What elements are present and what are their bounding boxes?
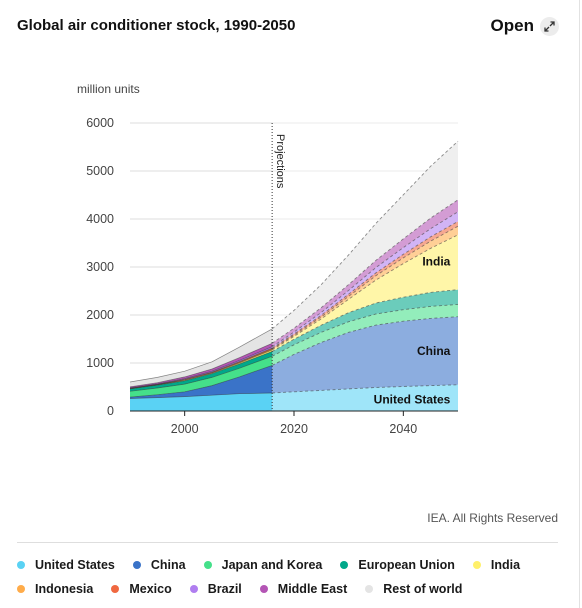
legend-swatch — [17, 585, 25, 593]
expand-icon — [540, 16, 559, 36]
area-layers — [130, 141, 458, 411]
legend-label: Mexico — [129, 582, 172, 596]
chart-title: Global air conditioner stock, 1990-2050 — [17, 17, 296, 34]
y-tick-label: 6000 — [86, 116, 114, 130]
y-axis-label: million units — [77, 82, 140, 96]
series-line-historic — [129, 346, 273, 389]
series-line-projected — [271, 225, 459, 350]
x-tick-label: 2000 — [171, 422, 199, 436]
y-tick-label: 2000 — [86, 308, 114, 322]
x-tick-label: 2040 — [389, 422, 417, 436]
legend-label: Indonesia — [35, 582, 94, 596]
legend-item[interactable]: Japan and Korea — [203, 558, 323, 572]
area-series — [130, 316, 458, 399]
y-tick-label: 0 — [107, 404, 114, 418]
legend-swatch — [340, 561, 349, 569]
y-tick-label: 4000 — [86, 212, 114, 226]
series-line-projected — [271, 303, 459, 357]
series-line-projected — [272, 384, 459, 394]
legend-item[interactable]: Rest of world — [365, 582, 462, 596]
legend: United States China Japan and Korea Europea… — [17, 558, 562, 596]
legend-label: Brazil — [207, 582, 242, 596]
legend-swatch — [472, 561, 481, 569]
y-tick-label: 5000 — [86, 164, 114, 178]
open-button[interactable]: Open — [491, 16, 559, 36]
legend-item[interactable]: Brazil — [189, 582, 242, 596]
series-line-historic — [129, 347, 273, 389]
series-line-projected — [271, 221, 459, 349]
series-line-projected — [271, 289, 459, 352]
area-series — [130, 384, 458, 411]
y-tick-label: 3000 — [86, 260, 114, 274]
legend-divider — [17, 542, 558, 543]
legend-item[interactable]: United States — [17, 558, 115, 572]
legend-item[interactable]: European Union — [340, 558, 455, 572]
credits: IEA. All Rights Reserved — [427, 511, 558, 525]
series-lines — [129, 140, 459, 399]
x-tick-label: 2020 — [280, 422, 308, 436]
area-series — [130, 289, 458, 392]
area-annotation: India — [422, 255, 450, 269]
series-line-historic — [129, 392, 273, 399]
legend-label: China — [150, 558, 186, 572]
legend-label: Japan and Korea — [221, 558, 323, 572]
series-line-projected — [271, 234, 459, 351]
legend-label: Rest of world — [383, 582, 463, 596]
series-line-historic — [129, 365, 273, 398]
legend-item[interactable]: India — [472, 558, 521, 572]
legend-item[interactable]: China — [132, 558, 186, 572]
series-line-projected — [271, 316, 459, 366]
legend-label: Middle East — [277, 582, 348, 596]
stacked-area-chart: 0 1000 2000 3000 4000 5000 6000 2000 2020 2040 Pro… — [86, 113, 459, 436]
legend-item[interactable]: Middle East — [259, 582, 348, 596]
legend-swatch — [132, 561, 141, 569]
series-line-projected — [271, 211, 459, 348]
legend-label: European Union — [358, 558, 455, 572]
legend-label: India — [490, 558, 521, 572]
legend-swatch — [111, 585, 120, 593]
legend-swatch — [365, 585, 374, 593]
area-annotation: China — [417, 344, 451, 358]
area-series — [130, 304, 458, 398]
series-line-historic — [129, 328, 273, 383]
legend-label: United States — [35, 558, 115, 572]
legend-swatch — [189, 585, 198, 593]
series-line-projected — [271, 140, 459, 330]
legend-item[interactable]: Indonesia — [17, 582, 93, 596]
projection-overlay — [272, 113, 459, 411]
projection-label: Projections — [274, 134, 286, 189]
y-tick-label: 1000 — [86, 356, 114, 370]
legend-swatch — [259, 585, 268, 593]
open-label: Open — [490, 16, 534, 35]
legend-swatch — [17, 561, 25, 569]
area-annotation: United States — [374, 392, 451, 406]
legend-item[interactable]: Mexico — [111, 582, 172, 596]
series-line-historic — [129, 355, 273, 392]
legend-swatch — [203, 561, 212, 569]
series-line-historic — [129, 342, 273, 388]
